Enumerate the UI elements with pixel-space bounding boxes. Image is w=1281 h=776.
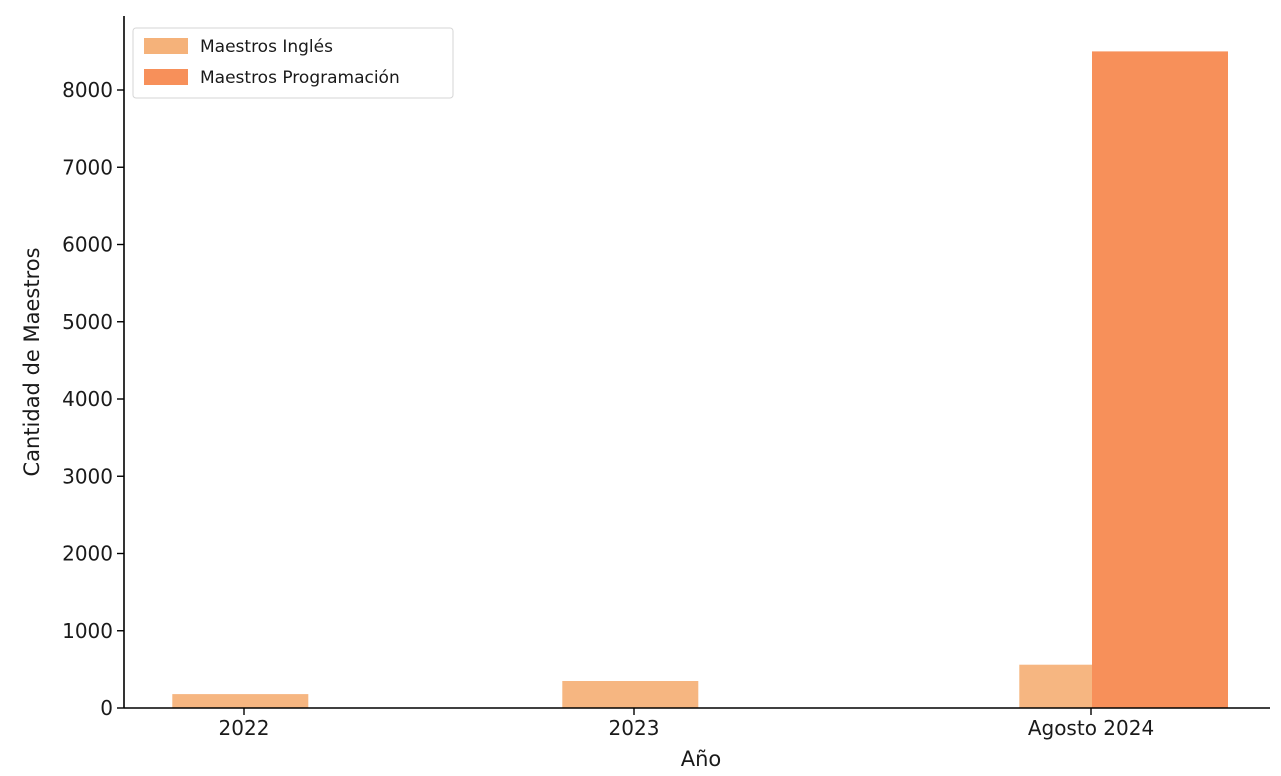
x-ticks: 2022 2023 Agosto 2024 — [219, 708, 1154, 740]
y-tick-label: 4000 — [62, 387, 113, 411]
y-tick-label: 8000 — [62, 78, 113, 102]
y-tick-label: 5000 — [62, 310, 113, 334]
legend-swatch — [144, 69, 188, 85]
y-tick-label: 6000 — [62, 233, 113, 257]
bars-layer — [172, 51, 1228, 708]
y-tick-label: 0 — [100, 696, 113, 720]
y-tick-label: 3000 — [62, 464, 113, 488]
bar-programacion-2 — [1092, 51, 1228, 708]
x-tick-label: 2022 — [219, 716, 270, 740]
y-axis-title: Cantidad de Maestros — [20, 247, 44, 476]
bar-ingles-1 — [562, 681, 699, 708]
bar-ingles-0 — [172, 694, 309, 708]
y-ticks: 0 1000 2000 3000 4000 5000 6000 7000 8000 — [62, 78, 124, 720]
legend-frame — [132, 27, 454, 99]
legend-items: Maestros Inglés Maestros Programación — [144, 37, 400, 88]
legend-label: Maestros Inglés — [200, 37, 333, 57]
axes-layer — [123, 16, 1270, 709]
y-tick-label: 7000 — [62, 155, 113, 179]
legend-swatch — [144, 38, 188, 54]
legend-label: Maestros Programación — [200, 68, 400, 88]
x-tick-label: Agosto 2024 — [1028, 716, 1154, 740]
legend: Maestros Inglés Maestros Programación — [132, 27, 454, 99]
x-tick-label: 2023 — [609, 716, 660, 740]
x-axis-title: Año — [681, 747, 722, 771]
y-tick-label: 2000 — [62, 542, 113, 566]
y-tick-label: 1000 — [62, 619, 113, 643]
